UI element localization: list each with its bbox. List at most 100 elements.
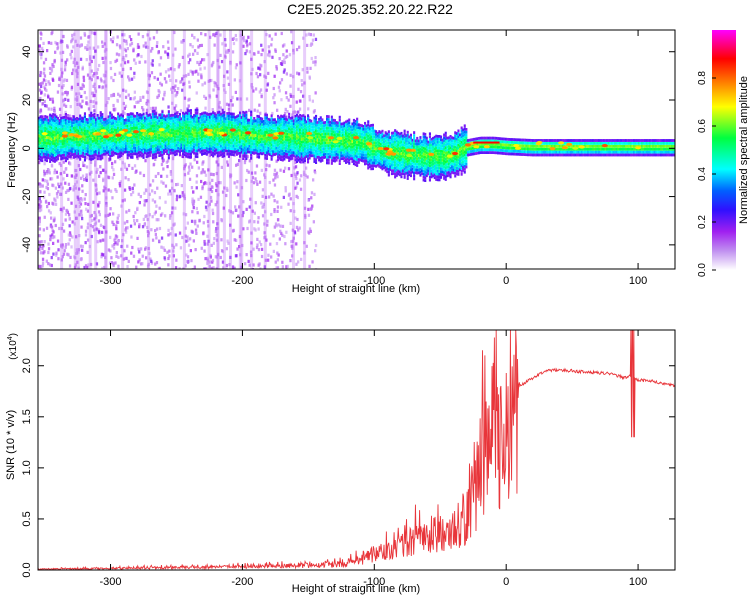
- signal-pixel: [131, 129, 134, 133]
- noise-pixel: [246, 43, 249, 47]
- signal-pixel: [283, 140, 286, 144]
- signal-pixel: [104, 141, 107, 144]
- signal-pixel: [277, 120, 280, 124]
- noise-pixel: [183, 96, 187, 100]
- signal-pixel: [155, 135, 158, 139]
- noise-pixel: [295, 48, 299, 52]
- noise-pixel: [112, 246, 116, 250]
- signal-pixel: [251, 136, 254, 140]
- signal-pixel: [60, 157, 63, 161]
- noise-pixel: [270, 212, 273, 217]
- signal-pixel: [142, 153, 145, 156]
- signal-pixel: [170, 148, 173, 152]
- signal-pixel: [158, 122, 161, 126]
- noise-pixel: [219, 106, 222, 110]
- signal-pixel: [99, 128, 102, 132]
- signal-pixel: [41, 159, 44, 163]
- noise-pixel: [125, 230, 128, 234]
- noise-pixel: [270, 192, 273, 196]
- signal-pixel: [264, 130, 267, 134]
- noise-pixel: [284, 91, 288, 95]
- signal-pixel: [286, 118, 289, 122]
- noise-pixel: [101, 85, 105, 89]
- noise-pixel: [164, 184, 168, 188]
- signal-pixel: [289, 125, 292, 129]
- signal-pixel: [188, 109, 191, 113]
- signal-pixel: [114, 148, 117, 152]
- signal-pixel: [262, 125, 265, 129]
- signal-pixel: [71, 118, 74, 122]
- signal-pixel: [261, 152, 264, 156]
- noise-pixel: [183, 193, 186, 197]
- noise-pixel: [107, 188, 110, 192]
- noise-pixel: [201, 83, 204, 87]
- signal-pixel: [232, 153, 235, 157]
- signal-pixel: [170, 140, 173, 143]
- signal-pixel: [250, 130, 253, 134]
- noise-pixel: [81, 65, 84, 69]
- noise-pixel: [212, 88, 215, 92]
- noise-pixel: [98, 191, 101, 195]
- signal-pixel: [300, 143, 303, 147]
- noise-pixel: [165, 160, 168, 164]
- signal-pixel: [98, 125, 101, 129]
- signal-pixel: [76, 128, 79, 132]
- signal-pixel: [42, 135, 45, 139]
- signal-pixel: [310, 148, 313, 152]
- noise-pixel: [38, 219, 41, 224]
- signal-pixel: [199, 121, 202, 125]
- noise-pixel: [166, 40, 170, 44]
- signal-pixel: [326, 138, 329, 142]
- signal-pixel: [316, 144, 319, 148]
- noise-pixel: [246, 155, 249, 159]
- signal-pixel: [269, 144, 272, 148]
- signal-pixel: [272, 147, 275, 151]
- signal-pixel: [41, 118, 44, 122]
- signal-pixel: [300, 149, 303, 153]
- noise-pixel: [165, 80, 168, 84]
- signal-pixel: [83, 129, 86, 133]
- signal-pixel: [76, 146, 79, 149]
- noise-pixel: [94, 163, 97, 167]
- signal-pixel: [193, 114, 196, 117]
- signal-pixel: [98, 142, 101, 146]
- noise-pixel: [244, 52, 247, 56]
- signal-pixel: [273, 121, 276, 124]
- signal-pixel: [57, 122, 60, 126]
- noise-pixel: [158, 63, 161, 67]
- noise-pixel: [145, 199, 148, 203]
- signal-pixel: [77, 132, 80, 136]
- signal-pixel: [131, 141, 134, 145]
- signal-pixel: [281, 147, 284, 150]
- signal-pixel: [101, 116, 104, 119]
- noise-pixel: [61, 186, 64, 190]
- noise-pixel: [178, 267, 181, 269]
- noise-pixel: [208, 153, 212, 158]
- noise-pixel: [227, 107, 231, 111]
- signal-pixel: [150, 139, 153, 143]
- signal-pixel: [235, 124, 238, 127]
- noise-pixel: [202, 58, 206, 62]
- signal-pixel: [330, 156, 333, 159]
- signal-pixel: [147, 134, 150, 138]
- signal-pixel: [174, 121, 177, 125]
- signal-pixel: [137, 113, 140, 117]
- signal-pixel: [313, 154, 316, 158]
- signal-pixel: [289, 148, 292, 152]
- noise-pixel: [151, 179, 155, 183]
- noise-pixel: [158, 239, 161, 243]
- noise-pixel: [188, 80, 191, 84]
- signal-pixel: [240, 139, 243, 143]
- signal-pixel: [300, 152, 303, 156]
- signal-pixel: [151, 113, 154, 116]
- signal-pixel: [318, 141, 321, 144]
- signal-pixel: [324, 135, 327, 139]
- signal-pixel: [302, 160, 305, 164]
- noise-pixel: [74, 204, 78, 208]
- signal-pixel: [232, 118, 235, 122]
- noise-pixel: [275, 224, 278, 228]
- noise-pixel: [42, 78, 46, 82]
- noise-pixel: [121, 113, 124, 117]
- signal-pixel: [283, 117, 286, 120]
- noise-pixel: [74, 97, 77, 101]
